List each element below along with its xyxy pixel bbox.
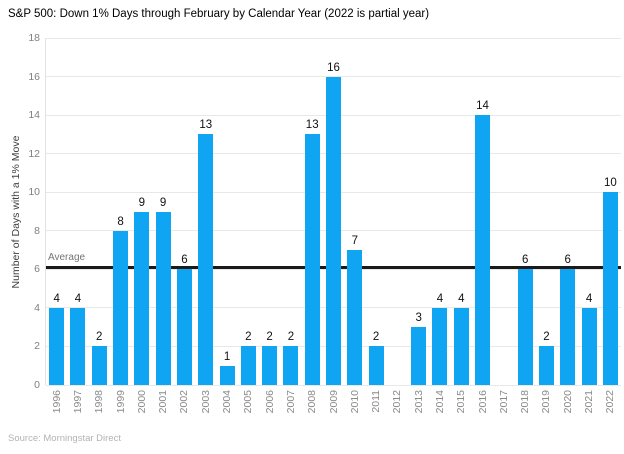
bar-2002: [176, 269, 192, 385]
x-tick-label: 2008: [306, 390, 319, 414]
y-axis-line: [45, 38, 46, 385]
bar-value-label: 16: [327, 61, 340, 74]
x-tick-label: 2011: [370, 390, 383, 413]
bar-2014: [432, 307, 448, 385]
bar-value-label: 2: [287, 331, 295, 344]
bar-value-label: 10: [603, 177, 617, 190]
bar-2022: [602, 192, 618, 385]
y-tick-label: 14: [28, 109, 40, 122]
bar-value-label: 2: [266, 331, 273, 344]
x-tick-label: 2018: [519, 390, 532, 414]
x-tick-label: 2012: [391, 390, 404, 414]
x-tick-label: 2000: [135, 390, 148, 414]
bar-2008: [304, 134, 320, 385]
bar-2010: [347, 250, 363, 385]
bar-value-label: 7: [351, 235, 358, 248]
bar-1997: [70, 307, 86, 385]
bar-2003: [198, 134, 214, 385]
y-tick-label: 10: [28, 186, 40, 199]
x-tick-label: 2004: [221, 390, 234, 414]
bar-value-label: 9: [159, 196, 167, 209]
bar-value-label: 2: [96, 331, 103, 344]
y-tick-label: 6: [34, 263, 40, 276]
bar-value-label: 4: [53, 292, 60, 305]
y-tick-label: 18: [28, 32, 40, 44]
x-tick-label: 2022: [604, 390, 617, 414]
bar-2006: [262, 346, 278, 385]
x-tick-label: 1997: [71, 390, 84, 414]
bar-2015: [453, 307, 469, 385]
x-tick-label: 2006: [263, 390, 276, 414]
x-tick-label: 2013: [412, 390, 425, 414]
bar-value-label: 2: [372, 331, 380, 344]
bar-2000: [134, 211, 150, 385]
x-tick-label: 2003: [199, 390, 212, 414]
bar-2011: [368, 346, 384, 385]
y-tick-label: 8: [34, 224, 40, 237]
x-tick-label: 2019: [540, 390, 553, 414]
bar-value-label: 13: [199, 119, 213, 132]
x-tick-label: 2007: [284, 390, 297, 414]
bar-value-label: 2: [543, 331, 550, 344]
bar-2018: [517, 269, 533, 385]
y-axis-title: Number of Days with a 1% Move: [10, 135, 22, 289]
x-tick-label: 2001: [157, 390, 170, 414]
bar-2016: [475, 115, 491, 385]
gridline: [46, 76, 621, 78]
bar-2009: [326, 76, 341, 385]
chart-title: S&P 500: Down 1% Days through February b…: [8, 8, 430, 20]
x-tick-label: 2016: [476, 390, 489, 414]
bar-2013: [411, 327, 427, 385]
bar-1998: [91, 346, 107, 385]
y-tick-label: 4: [34, 301, 40, 314]
bar-value-label: 3: [415, 312, 422, 325]
y-tick-label: 2: [34, 340, 40, 353]
bar-value-label: 6: [521, 254, 529, 267]
bar-2004: [219, 365, 235, 385]
x-tick-label: 2017: [497, 390, 510, 414]
x-tick-label: 2020: [561, 390, 574, 414]
x-tick-label: 2010: [348, 390, 361, 414]
bar-value-label: 1: [223, 350, 231, 363]
source-attribution: Source: Morningstar Direct: [8, 433, 121, 444]
bar-value-label: 13: [305, 119, 319, 132]
x-tick-label: 2015: [455, 390, 468, 414]
x-tick-label: 2009: [327, 390, 340, 414]
bar-2007: [283, 346, 299, 385]
bar-2021: [581, 307, 597, 385]
bar-value-label: 4: [458, 292, 465, 305]
y-tick-label: 0: [34, 379, 40, 391]
x-tick-label: 1999: [114, 390, 127, 414]
x-tick-label: 1998: [93, 390, 106, 414]
bar-value-label: 14: [476, 100, 489, 113]
bar-2005: [240, 346, 256, 385]
bar-value-label: 6: [564, 254, 571, 267]
x-tick-label: 2021: [583, 390, 596, 414]
bar-1996: [49, 307, 65, 385]
bar-value-label: 6: [181, 254, 188, 267]
gridline: [46, 384, 621, 386]
x-tick-label: 2002: [178, 390, 191, 414]
bar-1999: [113, 230, 129, 385]
gridline: [46, 37, 621, 39]
bar-value-label: 8: [117, 215, 124, 228]
y-tick-label: 12: [28, 147, 40, 160]
bar-value-label: 9: [138, 196, 146, 209]
bar-value-label: 4: [74, 292, 82, 305]
bar-2020: [560, 269, 576, 385]
average-line-label: Average: [48, 252, 86, 264]
x-tick-label: 1996: [50, 390, 63, 414]
bar-2001: [155, 211, 171, 385]
bar-value-label: 4: [585, 292, 593, 305]
x-tick-label: 2014: [433, 390, 446, 414]
plot-area: Average 4 4 2 8 9 9 6 13 1 2 2 2 13 16 7 2 3 4 4 14 6 2 6 4 10: [46, 37, 621, 386]
x-tick-label: 2005: [242, 390, 255, 414]
bar-value-label: 4: [436, 292, 444, 305]
bar-value-label: 2: [245, 331, 252, 344]
bar-2019: [538, 346, 554, 385]
y-tick-label: 16: [28, 70, 40, 83]
